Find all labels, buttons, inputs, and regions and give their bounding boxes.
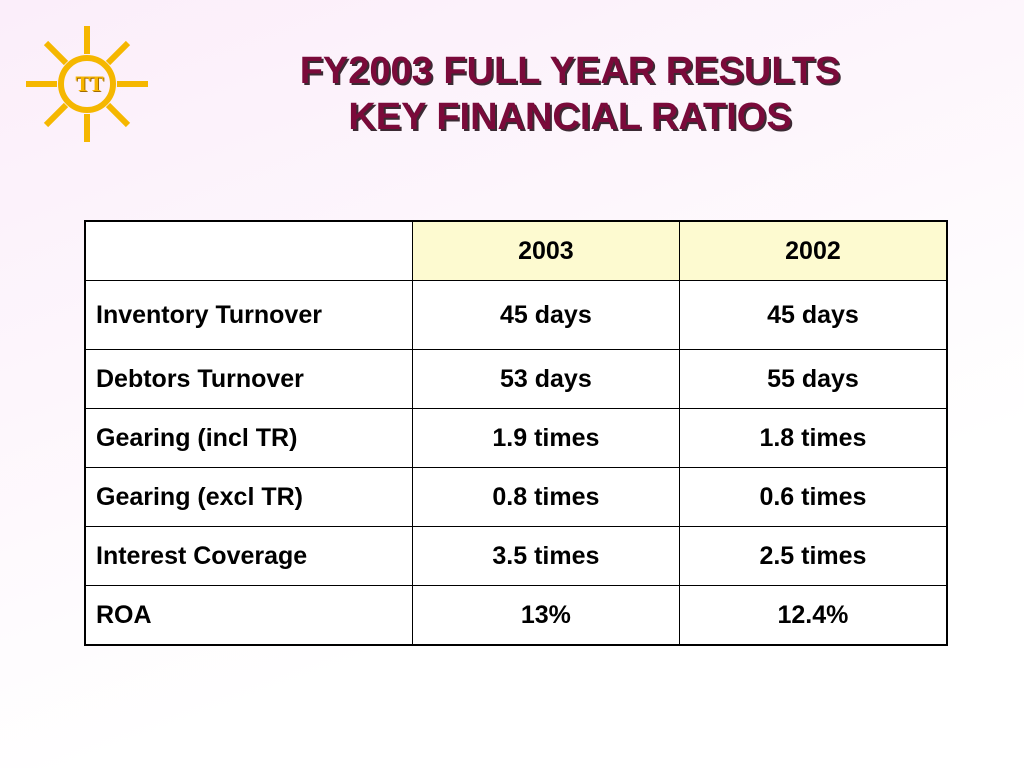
table-header-row: 2003 2002 <box>84 220 948 281</box>
value-2002: 12.4% <box>678 585 948 646</box>
row-label: Inventory Turnover <box>84 280 413 350</box>
logo-text: TT <box>75 71 103 96</box>
value-2002: 1.8 times <box>678 408 948 468</box>
table-row: Inventory Turnover 45 days 45 days <box>84 280 948 350</box>
table-row: Debtors Turnover 53 days 55 days <box>84 349 948 409</box>
value-2003: 0.8 times <box>411 467 680 527</box>
financial-ratios-table: 2003 2002 Inventory Turnover 45 days 45 … <box>84 220 948 646</box>
row-label: ROA <box>84 585 413 646</box>
header-blank-cell <box>84 220 413 281</box>
value-2003: 3.5 times <box>411 526 680 586</box>
row-label: Debtors Turnover <box>84 349 413 409</box>
table-row: Gearing (incl TR) 1.9 times 1.8 times <box>84 408 948 468</box>
title-line-2: KEY FINANCIAL RATIOS <box>348 96 792 138</box>
page-title: FY2003 FULL YEAR RESULTS KEY FINANCIAL R… <box>130 48 1010 140</box>
value-2002: 2.5 times <box>678 526 948 586</box>
row-label: Interest Coverage <box>84 526 413 586</box>
table-row: Gearing (excl TR) 0.8 times 0.6 times <box>84 467 948 527</box>
sun-icon <box>26 26 148 142</box>
row-label: Gearing (incl TR) <box>84 408 413 468</box>
value-2003: 45 days <box>411 280 680 350</box>
row-label: Gearing (excl TR) <box>84 467 413 527</box>
title-line-1: FY2003 FULL YEAR RESULTS <box>299 50 841 92</box>
table-row: Interest Coverage 3.5 times 2.5 times <box>84 526 948 586</box>
value-2003: 53 days <box>411 349 680 409</box>
value-2003: 13% <box>411 585 680 646</box>
value-2002: 0.6 times <box>678 467 948 527</box>
value-2002: 45 days <box>678 280 948 350</box>
value-2003: 1.9 times <box>411 408 680 468</box>
header-2002: 2002 <box>678 220 948 281</box>
value-2002: 55 days <box>678 349 948 409</box>
table-row: ROA 13% 12.4% <box>84 585 948 646</box>
company-logo: TT <box>22 22 152 146</box>
header-2003: 2003 <box>411 220 680 281</box>
